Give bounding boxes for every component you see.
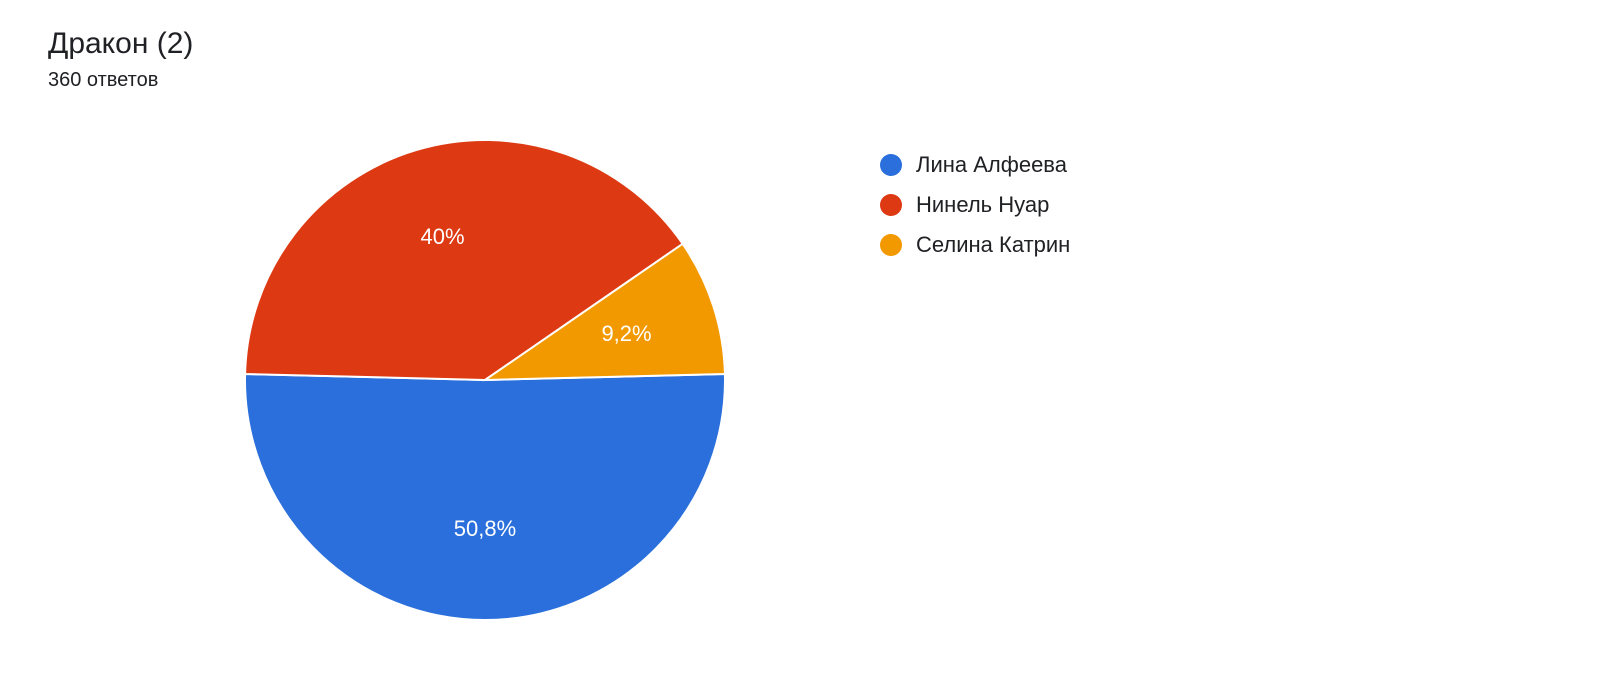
- chart-title: Дракон (2): [48, 26, 193, 62]
- legend-swatch: [880, 194, 902, 216]
- legend-label: Селина Катрин: [916, 232, 1070, 258]
- chart-page: Дракон (2) 360 ответов 50,8%40%9,2% Лина…: [0, 0, 1600, 673]
- legend-swatch: [880, 234, 902, 256]
- pie-slice: [245, 374, 725, 620]
- chart-header: Дракон (2) 360 ответов: [48, 26, 193, 92]
- legend-item: Нинель Нуар: [880, 192, 1070, 218]
- chart-legend: Лина Алфеева Нинель Нуар Селина Катрин: [880, 152, 1070, 258]
- legend-item: Селина Катрин: [880, 232, 1070, 258]
- legend-item: Лина Алфеева: [880, 152, 1070, 178]
- legend-swatch: [880, 154, 902, 176]
- pie-chart: 50,8%40%9,2%: [245, 140, 725, 620]
- chart-subtitle: 360 ответов: [48, 68, 193, 92]
- legend-label: Лина Алфеева: [916, 152, 1067, 178]
- legend-label: Нинель Нуар: [916, 192, 1049, 218]
